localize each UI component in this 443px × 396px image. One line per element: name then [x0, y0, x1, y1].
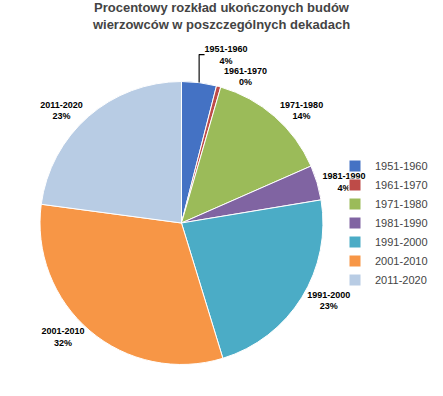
svg-text:1971-1980: 1971-1980: [375, 198, 428, 210]
svg-text:1961-1970: 1961-1970: [375, 179, 428, 191]
svg-text:2011-2020: 2011-2020: [375, 274, 427, 286]
svg-text:1951-19604%: 1951-19604%: [205, 44, 248, 66]
svg-text:1971-198014%: 1971-198014%: [280, 100, 323, 122]
svg-text:1991-2000: 1991-2000: [375, 236, 428, 248]
svg-text:1951-1960: 1951-1960: [375, 160, 428, 172]
svg-text:1981-19904%: 1981-19904%: [323, 171, 366, 193]
svg-text:Procentowy rozkład ukończonych: Procentowy rozkład ukończonych budówwier…: [92, 0, 350, 32]
svg-text:1981-1990: 1981-1990: [375, 217, 428, 229]
svg-text:2001-2010: 2001-2010: [375, 255, 428, 267]
svg-text:2011-202023%: 2011-202023%: [40, 100, 83, 122]
svg-text:1961-19700%: 1961-19700%: [224, 66, 267, 88]
svg-text:1991-200023%: 1991-200023%: [307, 290, 350, 312]
svg-text:2001-201032%: 2001-201032%: [42, 326, 85, 348]
